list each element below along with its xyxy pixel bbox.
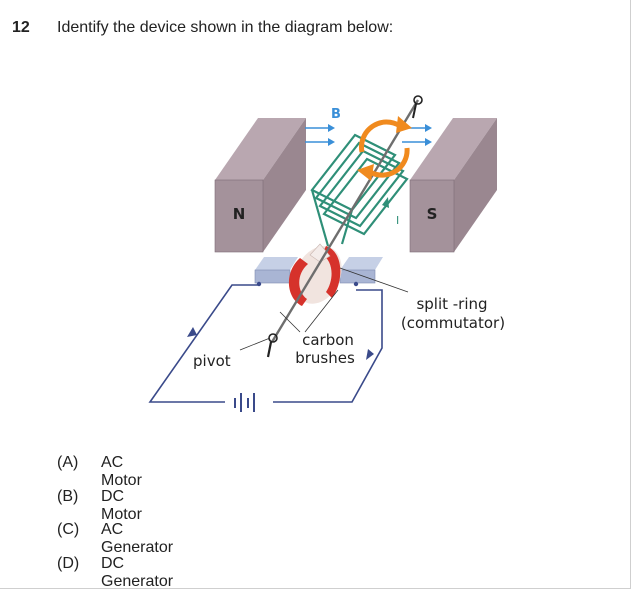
- question-number: 12: [12, 19, 30, 36]
- option-letter: (C): [57, 521, 80, 538]
- north-magnet: N: [214, 118, 306, 253]
- field-label: B: [331, 107, 341, 122]
- option-letter: (A): [57, 454, 79, 471]
- brushes-label-line1: carbon: [302, 331, 354, 349]
- brushes-label-line2: brushes: [295, 349, 355, 367]
- pivot-label: pivot: [193, 352, 231, 370]
- south-magnet: S: [409, 118, 497, 253]
- dc-motor-diagram: N S I: [148, 95, 505, 412]
- rotation-arrows-icon: [359, 119, 410, 178]
- current-arrow-right: [366, 349, 374, 360]
- battery-icon: [234, 393, 255, 412]
- current-arrow-coil: [382, 197, 389, 208]
- magnetic-field-arrows: [305, 124, 432, 146]
- option-text: DC Motor: [101, 487, 142, 523]
- option-text: DC Generator: [101, 554, 174, 590]
- option-letter: (D): [57, 554, 80, 572]
- question-text: Identify the device shown in the diagram…: [57, 19, 394, 36]
- carbon-brush-left: [254, 257, 298, 287]
- current-label: I: [396, 214, 399, 227]
- split-ring-label-line2: (commutator): [401, 314, 505, 332]
- option-letter: (B): [57, 487, 79, 505]
- leader-lines: [239, 267, 409, 351]
- option-text: AC Motor: [101, 454, 142, 489]
- split-ring-commutator: [288, 243, 342, 306]
- south-label: S: [427, 205, 438, 223]
- circuit-wire: [148, 284, 383, 403]
- axle: [270, 99, 420, 343]
- carbon-brush-right: [339, 257, 383, 287]
- current-arrow-left: [187, 327, 197, 337]
- north-label: N: [233, 205, 246, 223]
- split-ring-label-line1: split -ring: [416, 295, 487, 313]
- option-text: AC Generator: [101, 521, 174, 556]
